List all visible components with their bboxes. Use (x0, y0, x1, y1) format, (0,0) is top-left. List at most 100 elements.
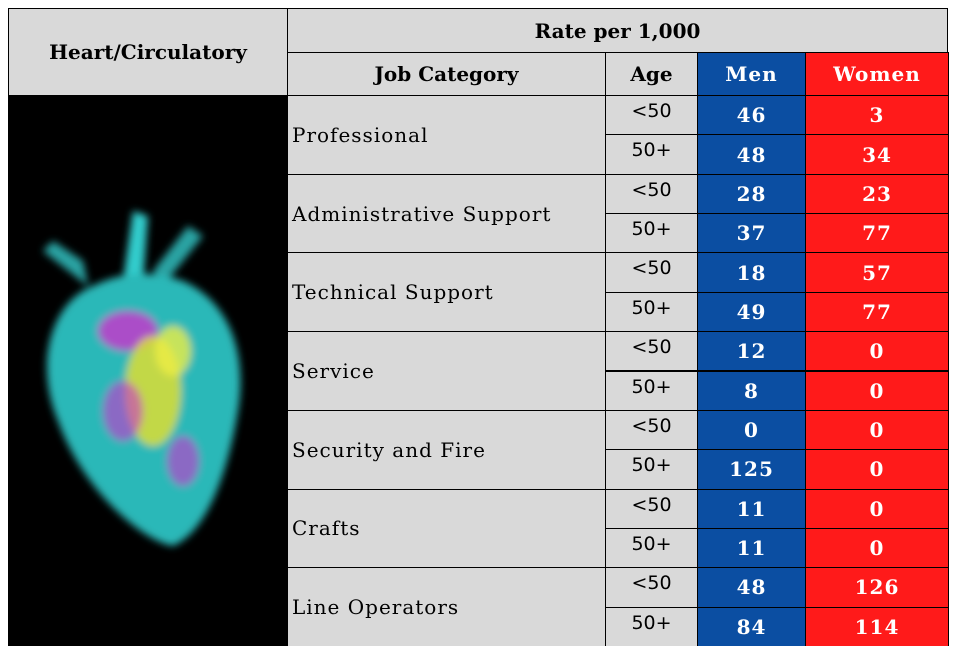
women-rate: 77 (862, 221, 892, 246)
men-rate-cell: 28 (697, 173, 806, 215)
men-rate: 18 (736, 260, 767, 285)
women-rate-cell: 0 (805, 370, 949, 411)
column-header: Men (725, 62, 778, 86)
job-category: Professional (292, 122, 429, 147)
women-rate: 0 (869, 496, 885, 521)
column-header-cell: Men (697, 52, 806, 96)
age: <50 (631, 493, 672, 516)
men-rate: 37 (736, 221, 767, 246)
women-rate-cell: 0 (805, 449, 949, 490)
age: <50 (631, 100, 672, 122)
column-header-cell: Job Category (287, 52, 606, 96)
job-category: Security and Fire (292, 437, 486, 462)
women-rate-cell: 34 (805, 134, 949, 175)
title: Heart/Circulatory (49, 40, 247, 64)
column-header-cell: Women (805, 52, 949, 96)
age-cell: <50 (605, 567, 698, 608)
men-rate-cell: 48 (697, 134, 806, 175)
age: 50+ (631, 296, 672, 319)
job-category-cell: Professional (287, 95, 606, 175)
women-rate-cell: 0 (805, 527, 949, 569)
women-rate: 114 (854, 614, 900, 639)
image-cell (8, 95, 288, 646)
men-rate-cell: 48 (697, 567, 806, 608)
women-rate: 0 (869, 457, 885, 482)
column-header-cell: Age (605, 52, 698, 96)
column-header: Age (630, 62, 673, 86)
age: 50+ (631, 454, 672, 477)
men-rate-cell: 11 (697, 488, 806, 529)
age-cell: <50 (605, 252, 698, 293)
men-rate: 48 (736, 575, 767, 600)
age-cell: <50 (605, 488, 698, 529)
women-rate-cell: 0 (805, 488, 949, 529)
women-rate: 77 (862, 299, 892, 324)
age-cell: 50+ (605, 370, 698, 411)
men-rate: 125 (729, 457, 774, 482)
age-cell: <50 (605, 173, 698, 215)
men-rate: 11 (736, 496, 767, 521)
age-cell: <50 (605, 409, 698, 451)
age: <50 (631, 414, 672, 437)
age-cell: 50+ (605, 134, 698, 175)
age: 50+ (631, 218, 672, 241)
job-category: Line Operators (292, 595, 460, 620)
age: 50+ (631, 611, 672, 634)
men-rate: 84 (736, 614, 767, 639)
men-rate: 11 (736, 536, 767, 561)
women-rate: 0 (869, 378, 885, 403)
men-rate-cell: 8 (697, 370, 806, 411)
women-rate-cell: 126 (805, 567, 949, 608)
women-rate: 34 (862, 142, 892, 167)
heart-image (43, 210, 241, 546)
men-rate: 12 (736, 339, 767, 364)
age-cell: 50+ (605, 527, 698, 569)
women-rate: 57 (862, 260, 892, 285)
age: <50 (631, 257, 672, 280)
women-rate: 126 (854, 575, 900, 600)
men-rate: 48 (736, 142, 767, 167)
job-category-cell: Service (287, 331, 606, 411)
age-cell: <50 (605, 95, 698, 136)
age-cell: 50+ (605, 213, 698, 254)
age-cell: 50+ (605, 449, 698, 490)
rate-header: Rate per 1,000 (534, 18, 701, 43)
men-rate: 8 (744, 378, 759, 403)
women-rate-cell: 0 (805, 409, 949, 451)
women-rate-cell: 0 (805, 331, 949, 372)
women-rate: 0 (869, 339, 885, 364)
women-rate: 0 (869, 536, 885, 561)
men-rate: 46 (736, 103, 767, 128)
women-rate-cell: 23 (805, 173, 949, 215)
age-cell: 50+ (605, 606, 698, 646)
title-cell: Heart/Circulatory (8, 8, 288, 96)
men-rate: 49 (736, 299, 767, 324)
job-category-cell: Line Operators (287, 567, 606, 646)
job-category: Crafts (292, 516, 361, 541)
men-rate-cell: 46 (697, 95, 806, 136)
men-rate-cell: 12 (697, 331, 806, 372)
job-category: Administrative Support (292, 201, 552, 226)
men-rate-cell: 0 (697, 409, 806, 451)
men-rate-cell: 37 (697, 213, 806, 254)
men-rate: 0 (744, 418, 759, 443)
men-rate-cell: 49 (697, 291, 806, 333)
women-rate-cell: 114 (805, 606, 949, 646)
job-category-cell: Technical Support (287, 252, 606, 333)
women-rate: 23 (862, 181, 892, 206)
column-header: Women (833, 62, 921, 86)
age-cell: 50+ (605, 291, 698, 333)
men-rate-cell: 18 (697, 252, 806, 293)
women-rate-cell: 57 (805, 252, 949, 293)
age: 50+ (631, 532, 672, 555)
rate-header-cell: Rate per 1,000 (287, 8, 948, 53)
women-rate-cell: 3 (805, 95, 949, 136)
age: <50 (631, 572, 672, 595)
women-rate-cell: 77 (805, 291, 949, 333)
column-header: Job Category (374, 62, 519, 86)
job-category: Technical Support (292, 280, 494, 305)
men-rate-cell: 125 (697, 449, 806, 490)
age: 50+ (631, 375, 672, 398)
women-rate: 3 (869, 103, 885, 128)
